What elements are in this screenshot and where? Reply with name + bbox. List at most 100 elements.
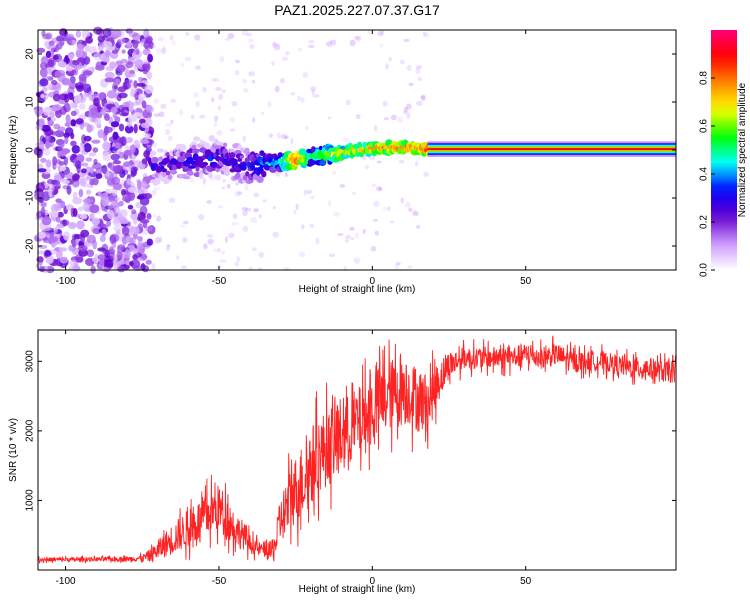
- heatmap-cell: [111, 29, 122, 38]
- heatmap-cell: [102, 141, 111, 151]
- heatmap-cell: [195, 166, 200, 172]
- heatmap-cell: [78, 206, 84, 212]
- heatmap-cell: [245, 171, 250, 177]
- heatmap-cell: [114, 196, 121, 201]
- heatmap-cell: [36, 231, 47, 239]
- heatmap-cell: [104, 113, 110, 121]
- heatmap-cell: [113, 212, 119, 218]
- heatmap-cell: [102, 152, 112, 162]
- heatmap-cell: [97, 129, 105, 139]
- heatmap-cell: [356, 141, 363, 149]
- heatmap-cell: [412, 209, 417, 215]
- heatmap-cell: [218, 93, 224, 101]
- heatmap-cell: [182, 220, 189, 225]
- heatmap-cell: [374, 230, 379, 236]
- heatmap-cell: [186, 170, 194, 176]
- heatmap-cell: [353, 257, 361, 264]
- heatmap-cell: [88, 112, 93, 122]
- heatmap-cell: [170, 98, 177, 104]
- heatmap-cell: [131, 209, 137, 215]
- heatmap-cell: [258, 251, 265, 258]
- heatmap-cell: [280, 134, 288, 139]
- heatmap-cell: [177, 156, 185, 163]
- heatmap-cell: [48, 44, 56, 52]
- heatmap-cell: [140, 122, 149, 128]
- heatmap-cell: [42, 148, 51, 156]
- heatmap-cell: [211, 97, 215, 103]
- heatmap-cell: [125, 61, 134, 69]
- heatmap-cell: [138, 76, 143, 83]
- heatmap-cell: [111, 176, 121, 185]
- heatmap-cell: [89, 166, 94, 174]
- heatmap-cell: [330, 39, 337, 46]
- heatmap-cell: [111, 49, 119, 54]
- heatmap-cell: [35, 182, 45, 192]
- heatmap-cell: [250, 164, 256, 171]
- x-tick-label: -50: [212, 576, 227, 587]
- heatmap-cell: [165, 123, 173, 127]
- heatmap-cell: [333, 211, 340, 217]
- heatmap-cell: [108, 246, 114, 255]
- heatmap-cell: [211, 78, 217, 82]
- heatmap-cell: [242, 210, 248, 217]
- heatmap-cell: [69, 75, 76, 84]
- heatmap-cell: [151, 156, 159, 164]
- heatmap-cell: [308, 39, 315, 44]
- heatmap-cell: [94, 117, 102, 127]
- heatmap-cell: [153, 98, 160, 105]
- heatmap-cell: [135, 202, 142, 209]
- heatmap-cell: [82, 70, 93, 76]
- heatmap-cell: [121, 49, 126, 54]
- heatmap-cell: [78, 103, 86, 110]
- heatmap-cell: [56, 250, 63, 260]
- heatmap-cell: [245, 207, 252, 212]
- heatmap-cell: [283, 135, 289, 139]
- heatmap-cell: [223, 170, 230, 177]
- heatmap-cell: [126, 73, 136, 78]
- heatmap-cell: [124, 145, 131, 150]
- heatmap-cell: [69, 101, 76, 109]
- colorbar-ticks: 0.0 0.2 0.4 0.6 0.8: [699, 71, 715, 277]
- heatmap-cell: [82, 203, 90, 211]
- heatmap-cell: [66, 65, 73, 72]
- heatmap-cell: [290, 137, 294, 145]
- heatmap-cell: [177, 174, 185, 178]
- heatmap-cell: [272, 41, 277, 48]
- heatmap-cell: [132, 254, 139, 260]
- heatmap-cell: [312, 94, 320, 98]
- heatmap-cell: [256, 176, 264, 183]
- heatmap-cell: [267, 101, 272, 108]
- y-tick-label: 0: [25, 147, 36, 153]
- heatmap-cell: [116, 64, 126, 73]
- heatmap-cell: [41, 216, 52, 226]
- heatmap-cell: [241, 29, 249, 36]
- heatmap-cell: [129, 144, 136, 154]
- heatmap-cell: [242, 79, 248, 84]
- heatmap-cell: [208, 171, 213, 179]
- heatmap-cell: [235, 182, 239, 186]
- heatmap-cell: [133, 123, 138, 134]
- heatmap-cell: [133, 80, 138, 89]
- heatmap-cell: [68, 266, 79, 271]
- heatmap-cell: [54, 70, 61, 78]
- heatmap-cell: [76, 43, 86, 50]
- heatmap-cell: [70, 207, 75, 218]
- heatmap-cell: [140, 139, 150, 144]
- heatmap-cell: [88, 152, 97, 157]
- heatmap-cell: [176, 255, 180, 260]
- heatmap-cell: [355, 35, 362, 42]
- snr-ticks: -100 -50 0 50 1000 2000 3000: [25, 330, 676, 587]
- heatmap-cell: [130, 166, 138, 175]
- heatmap-cell: [340, 145, 346, 150]
- heatmap-cell: [219, 259, 227, 263]
- heatmap-cell: [136, 180, 142, 190]
- heatmap-cell: [215, 141, 224, 146]
- heatmap-cell: [227, 33, 235, 40]
- heatmap-cell: [57, 211, 64, 218]
- heatmap-cell: [236, 256, 240, 263]
- heatmap-cell: [301, 224, 305, 230]
- heatmap-cell: [78, 188, 84, 198]
- heatmap-cell: [145, 37, 152, 45]
- heatmap-cell: [79, 213, 88, 220]
